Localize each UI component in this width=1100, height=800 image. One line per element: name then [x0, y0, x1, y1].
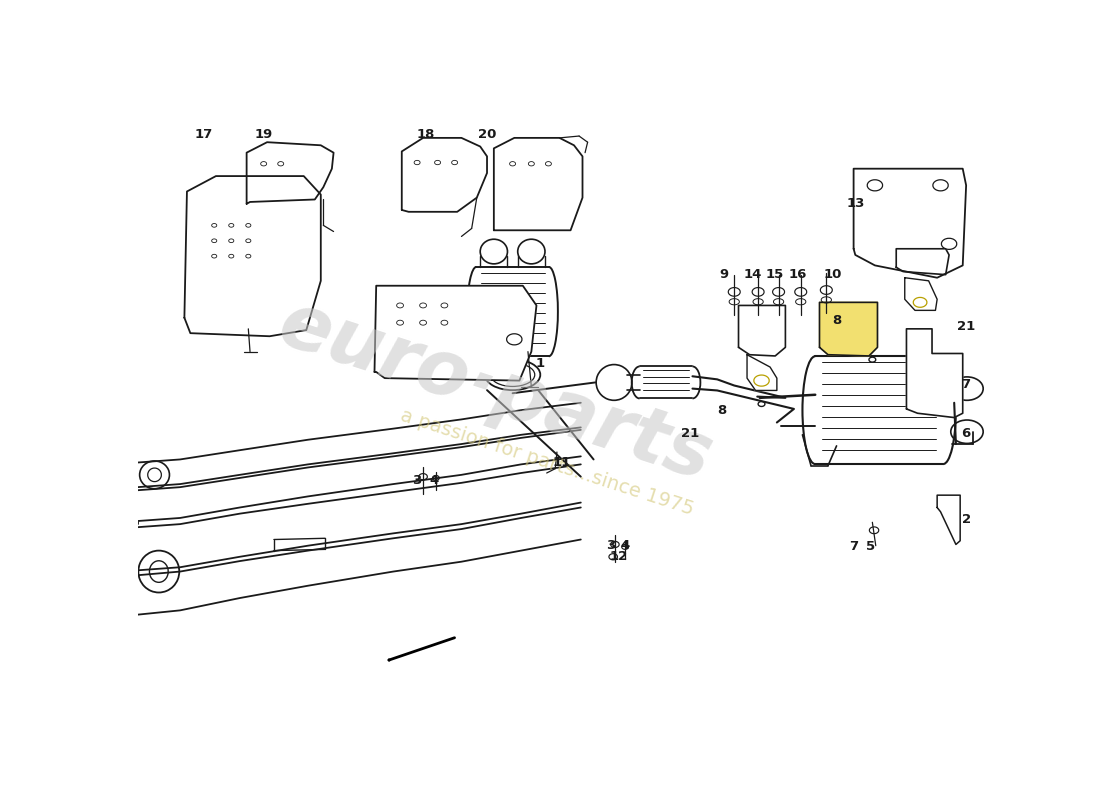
Text: 4: 4	[429, 474, 439, 487]
Text: 7: 7	[849, 541, 858, 554]
Text: a passion for parts...since 1975: a passion for parts...since 1975	[397, 406, 696, 519]
Text: 10: 10	[823, 268, 842, 281]
Polygon shape	[906, 329, 962, 418]
Text: 17: 17	[195, 128, 213, 141]
Polygon shape	[747, 354, 777, 390]
Polygon shape	[905, 278, 937, 310]
Polygon shape	[937, 495, 960, 545]
Polygon shape	[738, 306, 785, 356]
Text: 15: 15	[766, 268, 784, 281]
Text: 19: 19	[254, 128, 273, 141]
Polygon shape	[374, 286, 537, 381]
Text: 12: 12	[610, 550, 628, 563]
Text: 7: 7	[961, 378, 970, 390]
Polygon shape	[246, 142, 333, 204]
Polygon shape	[402, 138, 487, 212]
Polygon shape	[820, 302, 878, 356]
Text: 14: 14	[744, 268, 762, 281]
Text: 8: 8	[717, 404, 726, 417]
Text: 3: 3	[412, 474, 421, 487]
Text: 4: 4	[620, 539, 630, 552]
Polygon shape	[185, 176, 321, 336]
Text: 9: 9	[719, 268, 728, 281]
Polygon shape	[854, 169, 966, 278]
Polygon shape	[494, 138, 583, 230]
Text: 11: 11	[553, 456, 571, 469]
Text: 5: 5	[866, 541, 876, 554]
Text: euro·parts: euro·parts	[270, 287, 722, 497]
Text: 6: 6	[961, 427, 971, 440]
Text: 20: 20	[477, 128, 496, 141]
Text: 2: 2	[961, 514, 970, 526]
Polygon shape	[896, 249, 949, 274]
Text: 3: 3	[606, 539, 615, 552]
Text: 21: 21	[957, 321, 976, 334]
Text: 16: 16	[789, 268, 807, 281]
Text: 21: 21	[681, 427, 698, 440]
Text: 18: 18	[417, 128, 434, 141]
Text: 13: 13	[846, 198, 865, 210]
Text: 8: 8	[832, 314, 842, 327]
Text: 1: 1	[536, 358, 544, 370]
